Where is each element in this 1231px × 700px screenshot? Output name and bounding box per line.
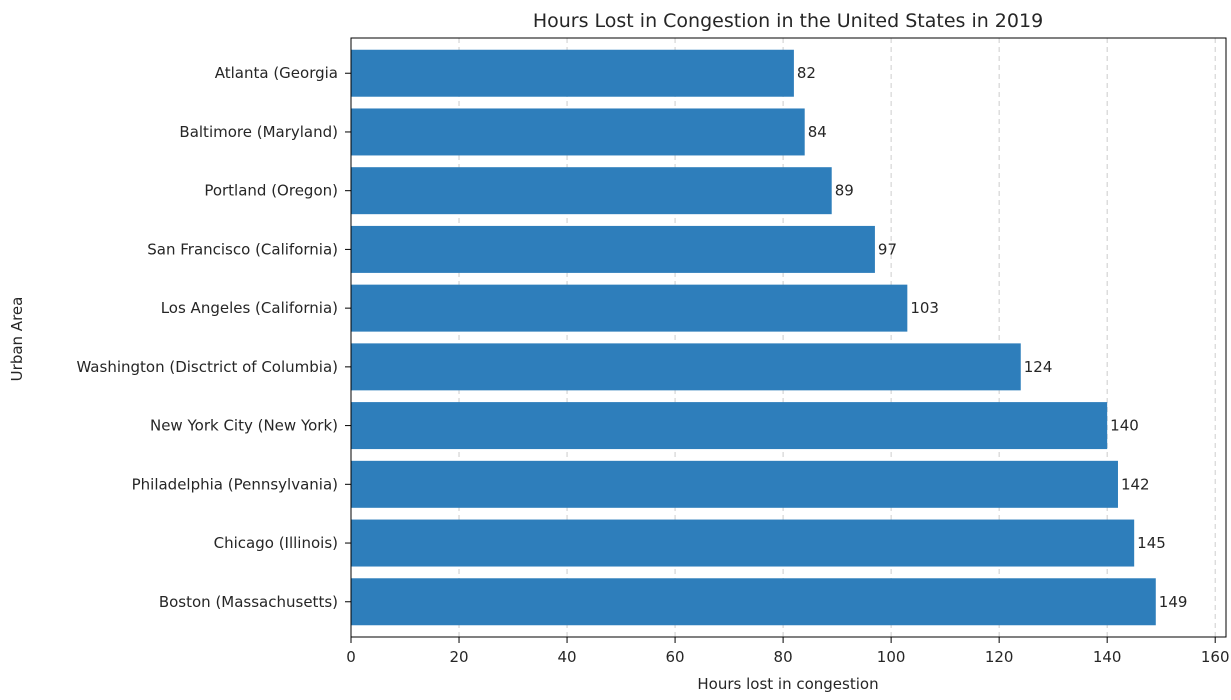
- x-axis-label: Hours lost in congestion: [697, 675, 878, 693]
- plot-frame: [350, 37, 1227, 638]
- bar-value-label-2: 89: [835, 182, 854, 200]
- bar-value-label-7: 142: [1121, 475, 1150, 493]
- x-tick-label-120: 120: [985, 648, 1014, 666]
- x-tick-label-80: 80: [774, 648, 793, 666]
- y-axis-label: Urban Area: [8, 297, 26, 382]
- bar-0: [351, 49, 794, 97]
- y-tick-label-3: San Francisco (California): [147, 240, 338, 258]
- bar-value-label-0: 82: [797, 64, 816, 82]
- x-tick-label-0: 0: [346, 648, 356, 666]
- bar-6: [351, 402, 1108, 450]
- bars: [351, 49, 1156, 626]
- bar-7: [351, 460, 1118, 508]
- x-axis-ticks: 0 20 40 60 80 100 120 140 160: [346, 637, 1230, 666]
- bar-5: [351, 343, 1021, 391]
- y-tick-label-2: Portland (Oregon): [204, 182, 338, 200]
- x-tick-label-140: 140: [1093, 648, 1122, 666]
- y-tick-label-6: New York City (New York): [150, 417, 338, 435]
- y-tick-label-7: Philadelphia (Pennsylvania): [132, 475, 338, 493]
- bar-value-label-4: 103: [910, 299, 939, 317]
- x-tick-label-40: 40: [558, 648, 577, 666]
- x-tick-label-100: 100: [877, 648, 906, 666]
- y-tick-label-4: Los Angeles (California): [161, 299, 338, 317]
- bar-4: [351, 284, 908, 332]
- y-tick-label-9: Boston (Massachusetts): [159, 593, 338, 611]
- bar-value-label-8: 145: [1137, 534, 1166, 552]
- bar-3: [351, 225, 875, 273]
- bar-value-label-5: 124: [1024, 358, 1053, 376]
- bar-value-labels: 82 84 89 97 103 124 140 142 145 149: [797, 64, 1188, 611]
- bar-value-label-3: 97: [878, 240, 897, 258]
- y-tick-label-1: Baltimore (Maryland): [179, 123, 338, 141]
- y-tick-label-8: Chicago (Illinois): [214, 534, 338, 552]
- bar-2: [351, 167, 832, 215]
- bar-8: [351, 519, 1135, 567]
- chart-title: Hours Lost in Congestion in the United S…: [533, 10, 1043, 32]
- y-tick-label-0: Atlanta (Georgia: [215, 64, 338, 82]
- bar-value-label-1: 84: [808, 123, 827, 141]
- bar-value-label-6: 140: [1110, 417, 1139, 435]
- y-axis-ticks: Atlanta (Georgia Baltimore (Maryland) Port…: [76, 64, 351, 611]
- bar-1: [351, 108, 805, 156]
- x-tick-label-20: 20: [449, 648, 468, 666]
- x-tick-label-160: 160: [1201, 648, 1230, 666]
- y-tick-label-5: Washington (Disctrict of Columbia): [76, 358, 338, 376]
- x-tick-label-60: 60: [666, 648, 685, 666]
- bar-9: [351, 578, 1156, 626]
- bar-value-label-9: 149: [1159, 593, 1188, 611]
